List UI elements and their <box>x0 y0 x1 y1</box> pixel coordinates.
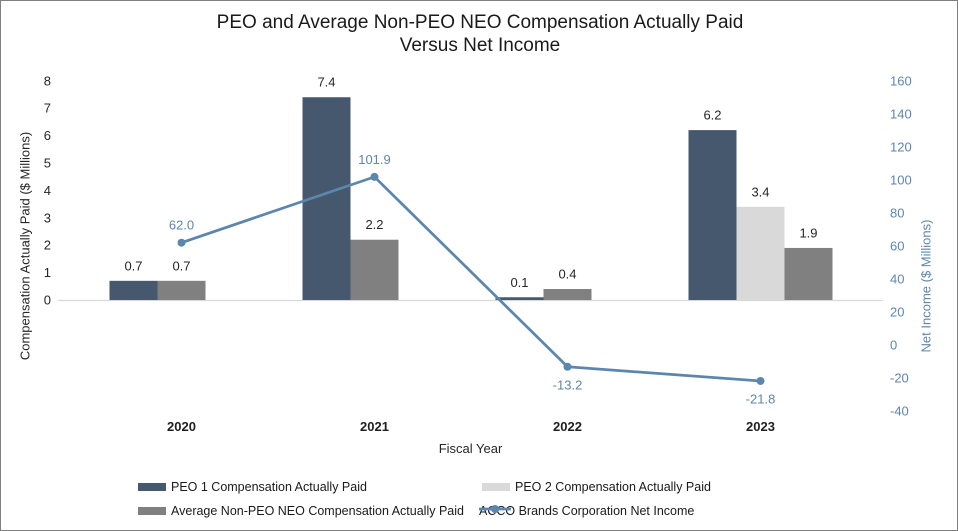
net-income-marker <box>756 376 765 385</box>
bar-2022 <box>495 297 544 300</box>
bar-2021 <box>350 239 399 300</box>
right-tick-label: 100 <box>890 173 912 188</box>
x-tick-label-2022: 2022 <box>553 419 582 434</box>
bar-2020 <box>109 280 158 300</box>
x-axis-title: Fiscal Year <box>438 441 503 456</box>
right-tick-label: 80 <box>890 206 904 221</box>
bar-label: 2.2 <box>365 217 383 232</box>
right-tick-label: 160 <box>890 74 912 89</box>
net-income-marker <box>563 362 572 371</box>
bar-label: 1.9 <box>799 225 817 240</box>
left-tick-label: 5 <box>44 156 51 171</box>
x-tick-label-2023: 2023 <box>746 419 775 434</box>
right-tick-label: 20 <box>890 305 904 320</box>
left-tick-label: 1 <box>44 265 51 280</box>
right-tick-label: -40 <box>890 404 909 419</box>
bar-2023 <box>784 247 833 300</box>
net-income-line <box>181 175 761 383</box>
right-tick-label: 60 <box>890 239 904 254</box>
net-income-label: 101.9 <box>358 152 391 167</box>
right-tick-label: 40 <box>890 272 904 287</box>
bar-2023 <box>688 130 737 300</box>
net-income-label: -21.8 <box>746 391 776 406</box>
net-income-label: 62.0 <box>169 218 194 233</box>
left-tick-label: 3 <box>44 210 51 225</box>
left-tick-label: 6 <box>44 128 51 143</box>
bar-2020 <box>157 280 206 300</box>
right-tick-label: 0 <box>890 338 897 353</box>
bar-2022 <box>543 289 592 300</box>
bar-2023 <box>736 206 785 300</box>
bar-label: 0.7 <box>172 258 190 273</box>
x-tick-label-2021: 2021 <box>360 419 389 434</box>
net-income-marker <box>177 238 186 247</box>
bar-label: 7.4 <box>317 75 335 90</box>
right-tick-label: -20 <box>890 371 909 386</box>
right-tick-label: 140 <box>890 107 912 122</box>
bar-label: 3.4 <box>751 184 769 199</box>
bar-label: 0.1 <box>510 275 528 290</box>
left-tick-label: 2 <box>44 238 51 253</box>
chart-title-line2: Versus Net Income <box>399 35 561 56</box>
bar-label: 0.4 <box>558 267 576 282</box>
right-tick-label: 120 <box>890 140 912 155</box>
bar-label: 0.7 <box>124 258 142 273</box>
left-tick-label: 8 <box>44 73 51 88</box>
x-tick-label-2020: 2020 <box>167 419 196 434</box>
left-tick-label: 4 <box>44 183 51 198</box>
left-tick-label: 7 <box>44 101 51 116</box>
chart-title: PEO and Average Non-PEO NEO Compensation… <box>1 11 957 57</box>
net-income-marker <box>370 172 379 181</box>
net-income-label: -13.2 <box>553 377 583 392</box>
left-tick-label: 0 <box>44 293 51 308</box>
chart-title-line1: PEO and Average Non-PEO NEO Compensation… <box>216 12 744 33</box>
bar-label: 6.2 <box>703 108 721 123</box>
